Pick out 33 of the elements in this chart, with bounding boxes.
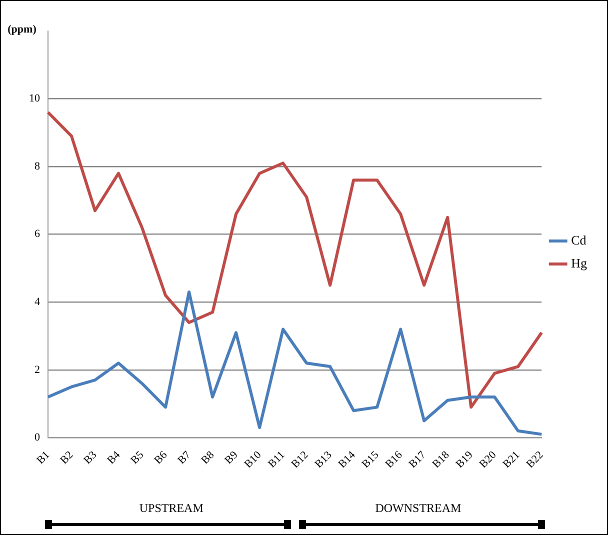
y-tick-label: 8 — [34, 160, 40, 172]
x-tick-label: B1 — [34, 449, 52, 467]
text: UPSTREAM — [139, 500, 204, 516]
y-tick-label: 6 — [34, 228, 40, 240]
legend-label: Cd — [571, 232, 587, 248]
y-tick-label: 0 — [34, 432, 40, 444]
x-tick-label: B18 — [430, 448, 452, 471]
y-axis-title: (ppm) — [8, 23, 37, 36]
x-tick-label: B15 — [360, 448, 382, 471]
x-tick-label: B2 — [58, 449, 76, 467]
text: DOWNSTREAM — [375, 500, 462, 516]
x-tick-label: B21 — [500, 449, 522, 471]
x-tick-label: B19 — [454, 448, 476, 471]
x-tick-label: B17 — [406, 448, 429, 471]
x-tick-label: B16 — [383, 448, 406, 471]
x-tick-label: B8 — [199, 448, 218, 467]
x-tick-label: B13 — [312, 448, 335, 471]
x-tick-label: B14 — [336, 448, 358, 471]
x-tick-label: B9 — [222, 448, 241, 467]
y-tick-label: 4 — [34, 296, 40, 308]
x-tick-label: B20 — [477, 448, 500, 471]
x-tick-label: B3 — [82, 448, 100, 467]
x-tick-label: B4 — [105, 448, 124, 467]
x-tick-label: B5 — [128, 448, 147, 467]
x-tick-label: B7 — [176, 448, 194, 467]
x-tick-label: B22 — [524, 449, 546, 471]
legend-label: Hg — [571, 255, 588, 270]
x-tick-label: B11 — [266, 449, 288, 470]
y-tick-label: 2 — [34, 364, 40, 376]
x-tick-label: B6 — [152, 448, 170, 467]
x-tick-label: B12 — [289, 449, 311, 471]
y-tick-label: 10 — [29, 92, 40, 105]
x-tick-label: B10 — [242, 448, 264, 471]
